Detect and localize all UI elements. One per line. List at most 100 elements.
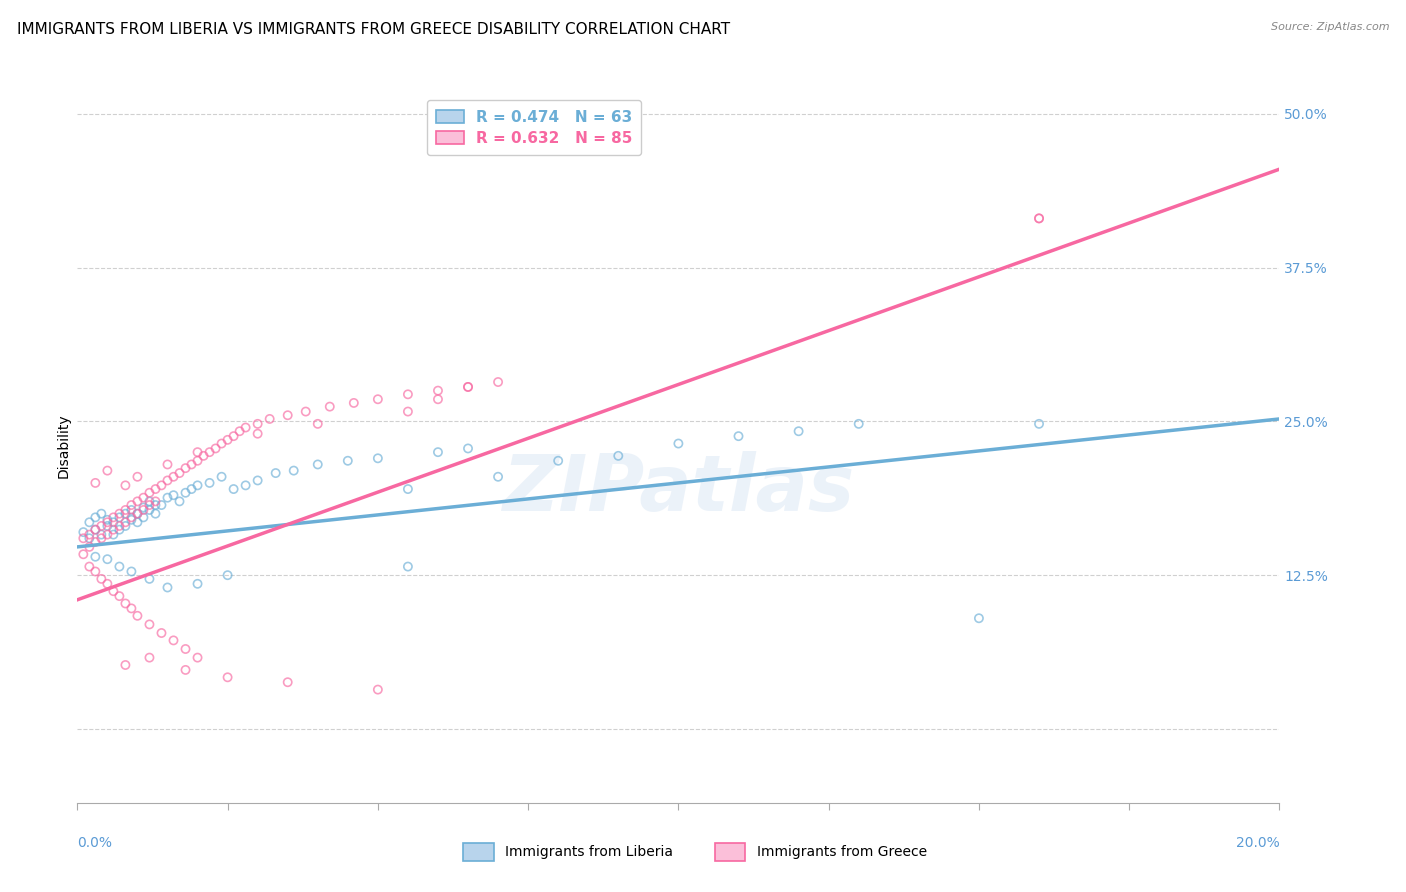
Point [486, 375, 509, 389]
Point [72, 547, 94, 561]
Point [96, 519, 118, 533]
Point [174, 485, 197, 500]
Point [457, 380, 479, 394]
Point [79, 531, 101, 545]
Legend: R = 0.474   N = 63, R = 0.632   N = 85: R = 0.474 N = 63, R = 0.632 N = 85 [427, 101, 641, 155]
Point [72, 525, 94, 540]
Point [84, 535, 107, 549]
Point [120, 565, 142, 579]
Point [103, 584, 125, 599]
Point [307, 417, 329, 431]
Point [486, 469, 509, 483]
Point [235, 478, 257, 492]
Point [114, 516, 136, 530]
Text: 20.0%: 20.0% [1236, 836, 1279, 850]
Point [367, 451, 389, 466]
Point [127, 494, 149, 508]
Point [228, 424, 250, 438]
Point [277, 409, 299, 423]
Point [120, 498, 142, 512]
Point [120, 510, 142, 524]
Point [138, 617, 160, 632]
Point [90, 572, 112, 586]
Point [396, 482, 419, 496]
Point [103, 510, 125, 524]
Point [967, 611, 990, 625]
Point [787, 424, 810, 438]
Point [186, 650, 209, 665]
Point [1028, 211, 1050, 226]
Point [79, 559, 101, 574]
Point [174, 642, 197, 657]
Point [174, 663, 197, 677]
Point [222, 482, 245, 496]
Point [427, 384, 450, 398]
Text: Source: ZipAtlas.com: Source: ZipAtlas.com [1271, 22, 1389, 32]
Point [156, 474, 179, 488]
Point [211, 469, 233, 483]
Point [156, 581, 179, 595]
Point [264, 466, 287, 480]
Point [127, 469, 149, 483]
Point [96, 516, 118, 530]
Point [138, 503, 160, 517]
Point [103, 527, 125, 541]
Point [162, 488, 184, 502]
Point [138, 485, 160, 500]
Point [79, 527, 101, 541]
Point [79, 540, 101, 554]
Point [150, 478, 173, 492]
Point [307, 458, 329, 472]
Point [108, 507, 131, 521]
Point [127, 608, 149, 623]
Point [138, 498, 160, 512]
Point [277, 675, 299, 690]
Point [1028, 211, 1050, 226]
Text: Immigrants from Greece: Immigrants from Greece [756, 845, 927, 859]
Point [547, 454, 569, 468]
Point [259, 412, 281, 426]
Point [120, 503, 142, 517]
Point [186, 576, 209, 591]
Point [114, 519, 136, 533]
Point [96, 552, 118, 566]
Point [186, 478, 209, 492]
Point [84, 510, 107, 524]
Point [367, 682, 389, 697]
Point [169, 494, 191, 508]
Point [114, 597, 136, 611]
Point [120, 601, 142, 615]
Point [396, 559, 419, 574]
Point [457, 380, 479, 394]
Point [138, 650, 160, 665]
Point [114, 658, 136, 673]
Point [84, 475, 107, 490]
Point [427, 445, 450, 459]
Point [96, 513, 118, 527]
Point [145, 507, 167, 521]
Point [607, 449, 630, 463]
Point [108, 559, 131, 574]
Point [246, 474, 269, 488]
Point [127, 516, 149, 530]
Point [217, 568, 239, 582]
Point [114, 478, 136, 492]
Point [84, 565, 107, 579]
Point [90, 531, 112, 545]
Point [103, 516, 125, 530]
Point [145, 482, 167, 496]
Point [180, 482, 202, 496]
Point [114, 503, 136, 517]
Point [457, 442, 479, 456]
Point [396, 404, 419, 418]
Point [198, 445, 221, 459]
Point [138, 494, 160, 508]
Point [96, 464, 118, 478]
Point [84, 523, 107, 537]
Point [396, 387, 419, 401]
Point [162, 469, 184, 483]
Point [145, 494, 167, 508]
Point [1028, 417, 1050, 431]
Point [727, 429, 749, 443]
Point [108, 589, 131, 603]
